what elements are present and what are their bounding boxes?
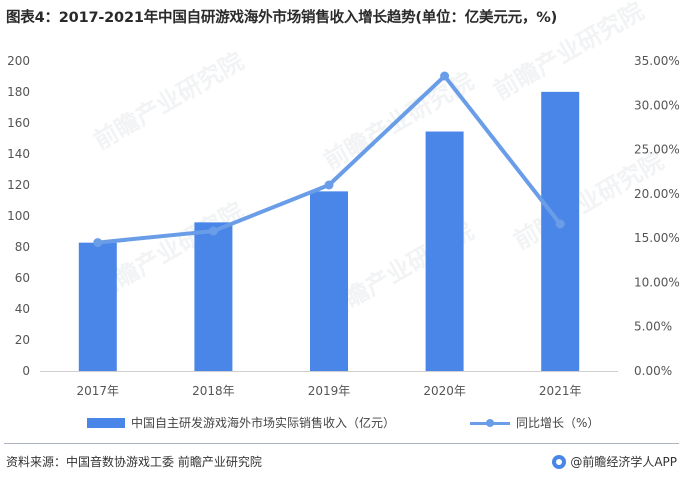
right-tick-label: 0.00% [634, 364, 672, 378]
legend-item-bar: 中国自主研发游戏海外市场实际销售收入（亿元） [87, 414, 395, 431]
footer-divider [4, 443, 679, 444]
legend-bar-label: 中国自主研发游戏海外市场实际销售收入（亿元） [131, 416, 396, 430]
left-tick-label: 100 [7, 209, 30, 223]
bar-2017年 [78, 242, 117, 371]
x-tick-label: 2018年 [192, 384, 235, 398]
legend-item-line: 同比增长（%） [470, 414, 599, 431]
bar-2020年 [425, 131, 464, 371]
credit: @前瞻经济学人APP [552, 453, 677, 470]
left-axis: 0 20 40 60 80 100 120 140 160 180 200 [7, 54, 30, 378]
chart-title: 图表4：2017-2021年中国自研游戏海外市场销售收入增长趋势(单位：亿美元元… [6, 10, 557, 26]
left-tick-label: 20 [15, 333, 30, 347]
bar-series [78, 91, 580, 371]
right-tick-label: 20.00% [634, 187, 680, 201]
left-tick-label: 80 [15, 240, 30, 254]
bar-2019年 [310, 191, 348, 371]
brand-logo-icon [552, 454, 567, 469]
source-note: 资料来源：中国音数协游戏工委 前瞻产业研究院 [6, 455, 262, 469]
x-tick-label: 2019年 [308, 384, 351, 398]
legend-line-label: 同比增长（%） [516, 416, 600, 430]
left-tick-label: 160 [7, 116, 30, 130]
right-tick-label: 10.00% [634, 275, 680, 289]
right-axis: 0.00% 5.00% 10.00% 15.00% 20.00% 25.00% 30.00%… [634, 54, 680, 378]
growth-point-2017年 [93, 238, 103, 248]
left-tick-label: 120 [7, 178, 30, 192]
right-tick-label: 15.00% [634, 231, 680, 245]
left-tick-label: 60 [15, 271, 30, 285]
right-tick-label: 5.00% [634, 320, 672, 334]
growth-point-2020年 [440, 71, 450, 81]
bar-2021年 [541, 91, 580, 371]
right-tick-label: 30.00% [634, 98, 680, 112]
x-tick-label: 2020年 [423, 384, 466, 398]
x-tick-label: 2021年 [539, 384, 582, 398]
right-tick-label: 35.00% [634, 54, 680, 68]
bar-2018年 [194, 222, 233, 371]
legend-bar-swatch [87, 417, 125, 428]
growth-point-2019年 [324, 180, 334, 190]
footer: 资料来源：中国音数协游戏工委 前瞻产业研究院 @前瞻经济学人APP [0, 440, 683, 480]
watermark-text: 前瞻产业研究院 [489, 0, 648, 105]
x-tick-label: 2017年 [77, 384, 120, 398]
left-tick-label: 40 [15, 302, 30, 316]
x-axis: 2017年 2018年 2019年 2020年 2021年 [77, 384, 582, 398]
left-tick-label: 200 [7, 54, 30, 68]
left-tick-label: 180 [7, 85, 30, 99]
left-tick-label: 0 [22, 364, 30, 378]
watermark-text: 前瞻产业研究院 [89, 47, 248, 155]
growth-point-2018年 [208, 226, 218, 236]
legend-line-swatch [470, 418, 510, 428]
right-tick-label: 25.00% [634, 143, 680, 157]
line-series [93, 71, 565, 248]
legend: 中国自主研发游戏海外市场实际销售收入（亿元） 同比增长（%） [0, 414, 683, 434]
left-tick-label: 140 [7, 147, 30, 161]
credit-text: @前瞻经济学人APP [570, 455, 677, 469]
growth-point-2021年 [555, 219, 565, 229]
